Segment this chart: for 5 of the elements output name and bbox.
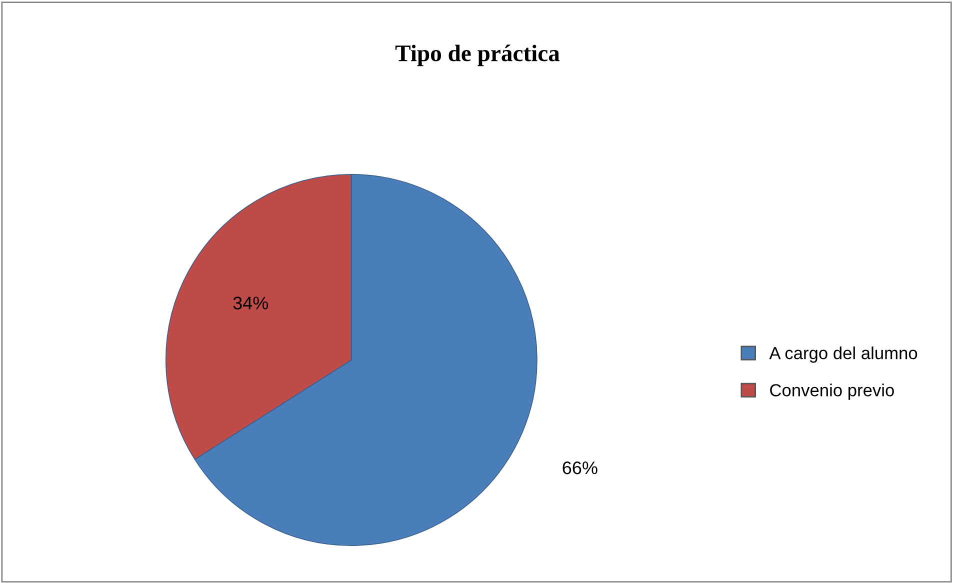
legend-label: A cargo del alumno [769, 346, 918, 363]
data-label: 34% [233, 296, 268, 310]
legend-label: Convenio previo [770, 384, 894, 400]
chart-title: Tipo de práctica [395, 44, 560, 66]
data-label: 66% [562, 461, 598, 474]
